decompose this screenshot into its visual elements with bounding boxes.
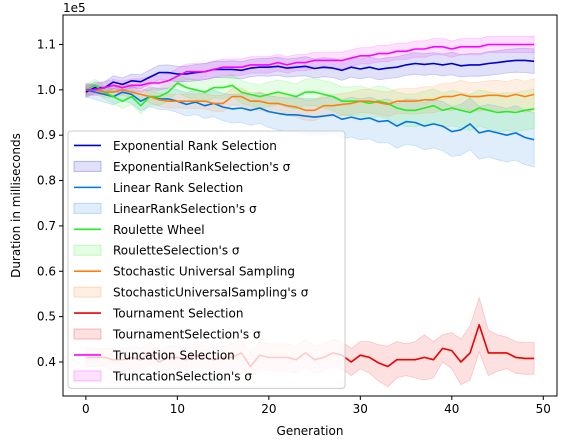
y-tick-label: 0.7 [37,219,56,233]
band-truncation-selection [85,35,535,96]
band-stochastic-universal-sampling [85,77,535,122]
y-axis-label: Duration in milliseconds [9,133,23,278]
y-tick-label: 0.6 [37,264,56,278]
legend-label: RouletteSelection's σ [113,244,240,258]
y-tick-label: 0.5 [37,310,56,324]
band-exponential-rank-selection [85,47,535,99]
band-linear-rank-selection [85,82,535,168]
legend-swatch-exponentialrankselection-s [73,160,102,172]
legend: Exponential Rank Selection ExponentialRan… [67,130,346,389]
line-linear-rank-selection [85,89,535,141]
legend-label: Stochastic Universal Sampling [113,265,295,279]
line-roulette-wheel [85,82,535,114]
y-axis-ticks: 0.4 0.5 0.6 0.7 0.8 0.9 1.0 1.1 [37,37,63,369]
x-tick-label: 40 [444,402,459,416]
legend-label: StochasticUniversalSampling's σ [113,286,309,300]
legend-swatch-linearrankselection-s [73,202,102,214]
y-tick-label: 0.8 [37,174,56,188]
legend-swatch-truncationselection-s [73,370,102,382]
x-tick-label: 0 [82,402,90,416]
legend-label: Linear Rank Selection [113,181,243,195]
line-stochastic-universal-sampling [85,89,535,112]
line-exponential-rank-selection [85,59,535,93]
legend-label: Truncation Selection [112,348,235,362]
legend-swatch-tournamentselection-s [73,328,102,340]
x-tick-label: 30 [353,402,368,416]
legend-label: Exponential Rank Selection [113,139,277,153]
y-tick-label: 0.4 [37,355,56,369]
x-tick-label: 50 [536,402,551,416]
legend-label: ExponentialRankSelection's σ [113,160,291,174]
y-tick-label: 1.0 [37,83,56,97]
x-tick-label: 10 [170,402,185,416]
plot-frame [62,14,558,397]
legend-swatch-stochasticuniversalsampling-s [73,286,102,298]
y-axis-multiplier: 1e5 [63,1,86,15]
x-axis-label: Generation [277,424,344,438]
legend-label: TournamentSelection's σ [112,328,261,342]
legend-swatch-rouletteselection-s [73,244,102,256]
legend-label: TruncationSelection's σ [112,369,252,383]
legend-box [67,130,346,389]
legend-label: Roulette Wheel [113,223,205,237]
x-axis-ticks: 0 10 20 30 40 50 [82,396,551,416]
y-tick-label: 1.1 [37,37,56,51]
y-tick-label: 0.9 [37,128,56,142]
line-truncation-selection [85,43,535,91]
legend-label: LinearRankSelection's σ [113,202,257,216]
legend-label: Tournament Selection [112,307,243,321]
band-roulette-wheel [85,73,535,133]
x-tick-label: 20 [261,402,276,416]
